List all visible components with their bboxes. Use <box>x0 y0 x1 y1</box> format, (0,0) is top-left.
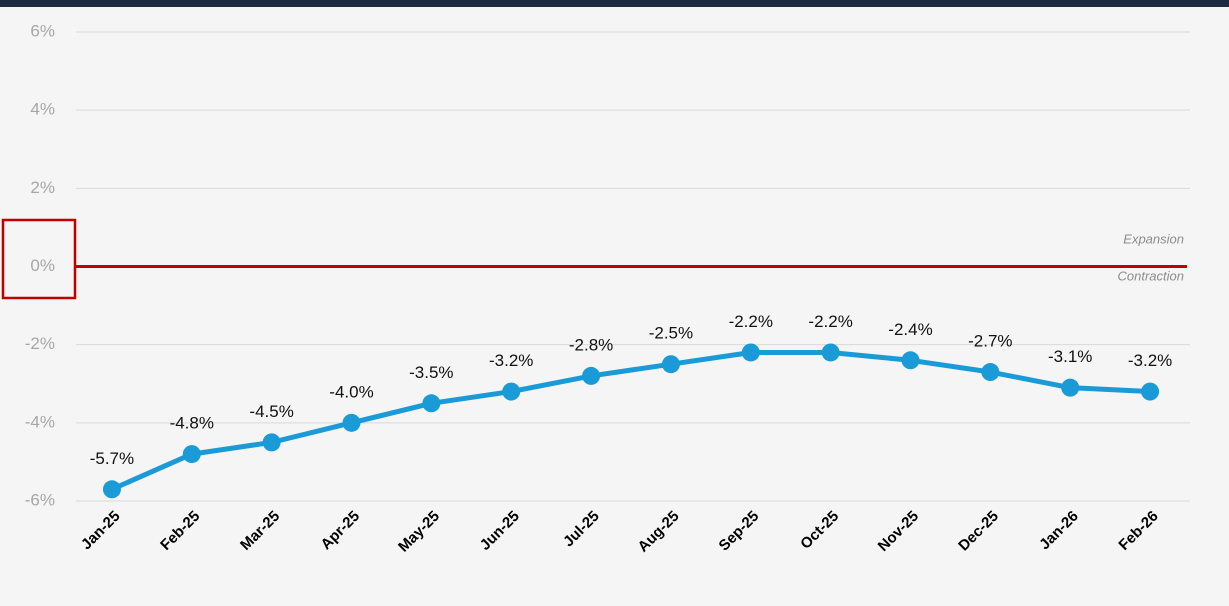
x-tick-label: Dec-25 <box>955 508 1002 555</box>
point <box>1141 382 1160 401</box>
x-tick-label: May-25 <box>395 508 443 556</box>
point <box>502 382 521 401</box>
data-label: -4.5% <box>249 402 293 421</box>
y-tick-label: 2% <box>30 178 55 197</box>
annotation: Contraction <box>1118 268 1184 283</box>
point <box>422 394 441 413</box>
data-label: -5.7% <box>90 449 134 468</box>
header-bar <box>0 0 1229 7</box>
point <box>821 343 840 362</box>
data-label: -4.8% <box>170 414 214 433</box>
point <box>741 343 760 362</box>
point <box>661 355 680 374</box>
y-tick-label: 0% <box>30 256 55 275</box>
x-tick-label: Jan-26 <box>1036 508 1082 554</box>
data-label: -4.0% <box>329 382 373 401</box>
y-tick-label: 6% <box>30 21 55 40</box>
line <box>110 349 1151 492</box>
x-tick-label: Jan-25 <box>78 508 124 554</box>
x-tick-label: Sep-25 <box>716 508 763 555</box>
point <box>582 366 601 385</box>
x-tick-label: Nov-25 <box>875 508 922 555</box>
x-tick-label: Aug-25 <box>635 508 683 556</box>
x-tick-label: Mar-25 <box>237 508 283 554</box>
x-tick-label: Jun-25 <box>477 508 523 554</box>
data-label: -2.8% <box>569 335 613 354</box>
data-label: -2.2% <box>808 312 852 331</box>
point <box>901 351 920 370</box>
x-tick-label: Jul-25 <box>560 508 603 551</box>
data-label: -2.2% <box>729 312 773 331</box>
x-tick-label: Oct-25 <box>797 508 842 553</box>
data-label: -2.7% <box>968 332 1012 351</box>
point <box>1061 378 1080 397</box>
y-tick-label: -6% <box>25 490 55 509</box>
x-tick-label: Feb-26 <box>1115 508 1161 554</box>
annotation: Expansion <box>1123 231 1184 246</box>
x-tick-label: Apr-25 <box>318 508 364 554</box>
data-label: -2.5% <box>649 324 693 343</box>
data-label: -3.2% <box>1128 351 1172 370</box>
y-tick-label: -4% <box>25 412 55 431</box>
y-tick-label: 4% <box>30 100 55 119</box>
data-label: -3.5% <box>409 363 453 382</box>
point <box>262 433 281 452</box>
point <box>981 363 1000 382</box>
point <box>342 413 361 432</box>
data-label: -3.1% <box>1048 347 1092 366</box>
data-label: -2.4% <box>888 320 932 339</box>
data-label: -3.2% <box>489 351 533 370</box>
point <box>182 445 201 464</box>
zero-highlight-box <box>1 218 77 300</box>
x-tick-label: Feb-25 <box>157 508 203 554</box>
y-tick-label: -2% <box>25 334 55 353</box>
point <box>102 480 121 499</box>
